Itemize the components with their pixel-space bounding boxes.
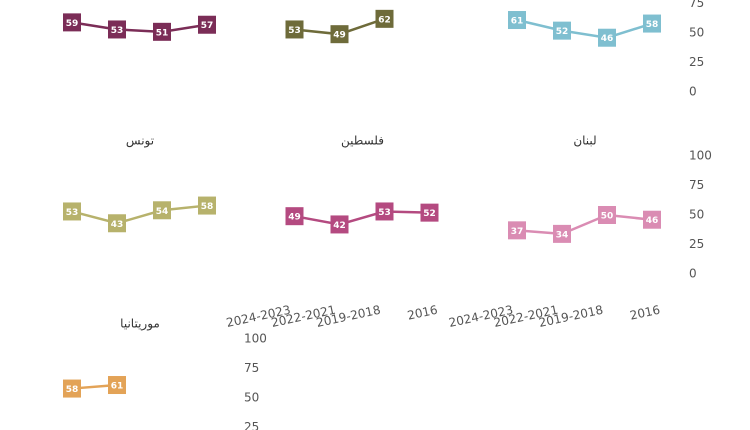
y-tick-label: 0	[689, 267, 697, 281]
value-label: 53	[378, 208, 391, 218]
point	[330, 215, 349, 234]
value-label: 53	[111, 26, 124, 36]
x-tick-label: 2016	[406, 303, 439, 323]
y-tick-label: 75	[244, 361, 259, 375]
x-tick-label: 2016	[629, 303, 662, 323]
value-label: 42	[333, 221, 346, 231]
point	[508, 11, 526, 30]
panel-title: تونس	[126, 134, 154, 149]
y-tick-label: 50	[244, 391, 259, 405]
value-label: 34	[556, 230, 569, 240]
value-label: 59	[66, 19, 79, 29]
point	[375, 202, 394, 221]
point	[643, 210, 661, 229]
y-tick-label: 75	[689, 0, 704, 10]
value-label: 50	[601, 212, 614, 222]
y-tick-label: 50	[689, 26, 704, 40]
point	[598, 206, 616, 224]
panel-title: موريتانيا	[120, 317, 160, 332]
point	[643, 14, 661, 33]
y-tick-label: 25	[689, 237, 704, 251]
value-label: 53	[288, 26, 301, 36]
value-label: 49	[288, 213, 301, 223]
value-label: 43	[111, 220, 124, 230]
value-label: 51	[156, 28, 169, 38]
value-label: 62	[378, 15, 391, 25]
y-tick-label: 75	[689, 178, 704, 192]
value-label: 49	[333, 31, 346, 41]
series-line	[516, 213, 653, 236]
point	[108, 214, 126, 233]
point	[285, 20, 304, 39]
point	[108, 20, 126, 39]
value-label: 46	[601, 34, 614, 44]
point	[63, 379, 81, 398]
value-label: 53	[66, 208, 79, 218]
point	[330, 25, 349, 44]
point	[598, 28, 616, 47]
series-line	[71, 204, 208, 225]
y-tick-label: 100	[689, 149, 712, 163]
point	[553, 224, 571, 243]
value-label: 61	[111, 382, 124, 392]
y-tick-label: 100	[244, 332, 267, 346]
value-label: 46	[646, 216, 659, 226]
value-label: 61	[511, 17, 524, 27]
y-tick-label: 50	[689, 208, 704, 222]
point	[285, 207, 304, 226]
point	[153, 22, 171, 41]
value-label: 52	[423, 209, 436, 219]
series-line	[294, 210, 430, 226]
value-label: 57	[201, 21, 214, 31]
series-line	[71, 21, 208, 34]
point	[198, 196, 216, 215]
series-line	[516, 18, 653, 40]
y-tick-label: 0	[689, 85, 697, 99]
value-label: 52	[556, 27, 569, 37]
point	[63, 202, 81, 221]
point	[108, 376, 126, 395]
point	[198, 15, 216, 34]
value-label: 58	[201, 202, 214, 212]
point	[420, 203, 439, 222]
point	[153, 201, 171, 220]
point	[375, 9, 394, 28]
panel-title: فلسطين	[341, 134, 384, 149]
point	[63, 13, 81, 32]
value-label: 37	[511, 227, 524, 237]
value-label: 58	[66, 385, 79, 395]
y-tick-label: 25	[689, 55, 704, 69]
panel-title: لبنان	[573, 134, 596, 148]
value-label: 54	[156, 207, 169, 217]
value-label: 58	[646, 20, 659, 30]
y-tick-label: 25	[244, 420, 259, 430]
point	[508, 221, 526, 240]
point	[553, 21, 571, 40]
